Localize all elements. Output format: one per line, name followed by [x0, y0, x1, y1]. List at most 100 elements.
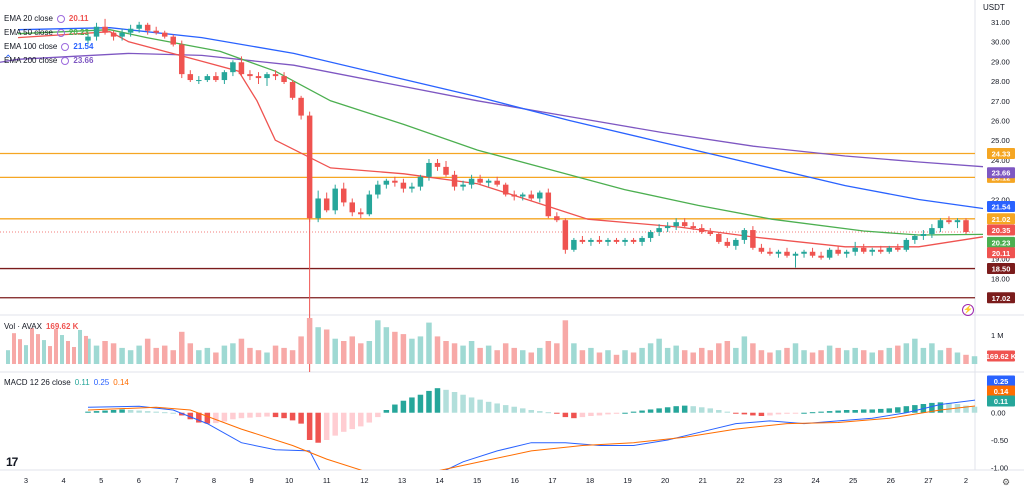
- volume-bar: [494, 350, 500, 364]
- price-tag-label: 0.11: [994, 397, 1008, 406]
- macd-hist-bar: [639, 410, 645, 413]
- price-tag: [987, 236, 1015, 248]
- legend-ema20-label: EMA 20 close: [4, 14, 53, 23]
- legend-ema200-label: EMA 200 close: [4, 56, 58, 65]
- volume-bar: [963, 354, 969, 364]
- candle-body: [613, 239, 620, 242]
- price-tag: [987, 292, 1015, 304]
- settings-icon[interactable]: [56, 14, 65, 23]
- candle-body: [681, 222, 688, 227]
- candle-body: [434, 162, 441, 167]
- y-tick-label: 27.00: [991, 97, 1010, 106]
- settings-icon[interactable]: [56, 28, 65, 37]
- volume-bar: [809, 352, 816, 364]
- candle-body: [136, 24, 142, 29]
- macd-hist-bar: [971, 406, 978, 413]
- candle-body: [920, 234, 927, 236]
- lightning-icon[interactable]: ⚡: [962, 304, 974, 316]
- volume-bar: [664, 347, 671, 364]
- volume-bar: [605, 350, 611, 364]
- legend-ema100[interactable]: EMA 100 close 21.54: [4, 42, 93, 51]
- legend-ema100-value: 21.54: [73, 42, 94, 51]
- macd-hist-bar: [903, 406, 910, 413]
- volume-bar: [247, 347, 253, 364]
- candle-body: [963, 220, 969, 233]
- candle-body: [264, 74, 270, 79]
- legend-macd[interactable]: MACD 12 26 close 0.11 0.25 0.14: [4, 378, 129, 387]
- legend-ema20[interactable]: EMA 20 close 20.11: [4, 14, 89, 23]
- price-tag: [987, 213, 1015, 225]
- candle-body: [937, 220, 944, 229]
- volume-bar: [417, 336, 424, 364]
- x-tick-label: 24: [811, 476, 819, 485]
- volume-bar: [272, 345, 279, 364]
- legend-ema200-value: 23.66: [73, 56, 94, 65]
- candle-body: [792, 253, 799, 256]
- macd-hist-bar: [204, 412, 211, 424]
- macd-tick-label: -1.00: [991, 463, 1008, 472]
- macd-hist-bar: [298, 412, 304, 424]
- x-tick-label: 26: [887, 476, 895, 485]
- price-tag-label: 20.23: [992, 238, 1011, 247]
- volume-bar: [656, 338, 662, 364]
- volume-bar: [502, 343, 509, 364]
- macd-hist-bar: [775, 412, 782, 415]
- macd-hist-bar: [818, 411, 824, 413]
- macd-hist-bar: [468, 397, 475, 413]
- volume-bar: [451, 343, 458, 364]
- volume-bar: [349, 336, 355, 364]
- candle-body: [562, 220, 569, 250]
- legend-ema50[interactable]: EMA 50 close 20.23: [4, 28, 89, 37]
- tradingview-logo[interactable]: 17: [6, 455, 18, 469]
- legend-ema200[interactable]: EMA 200 close 23.66: [4, 56, 93, 65]
- volume-bar: [886, 347, 893, 364]
- candle-body: [85, 36, 91, 41]
- candle-body: [895, 247, 901, 250]
- candle-body: [647, 232, 654, 238]
- settings-icon[interactable]: [61, 42, 70, 51]
- candle-body: [519, 194, 526, 197]
- volume-bar: [613, 354, 620, 364]
- macd-hist-bar: [647, 409, 654, 413]
- volume-bar: [954, 352, 961, 364]
- candle-body: [528, 194, 535, 199]
- volume-bar: [758, 350, 765, 364]
- legend-volume[interactable]: Vol · AVAX 169.62 K: [4, 322, 78, 331]
- price-tag-label: 20.11: [992, 249, 1010, 258]
- volume-bar: [434, 336, 441, 364]
- volume-bar: [716, 343, 722, 364]
- candle-body: [843, 251, 850, 254]
- macd-hist-bar: [289, 412, 296, 421]
- candle-body: [400, 182, 407, 189]
- candle-body: [485, 180, 492, 183]
- macd-line: [87, 399, 975, 470]
- volume-bar: [306, 318, 313, 364]
- price-tag: [987, 247, 1015, 259]
- volume-bar: [912, 338, 918, 364]
- x-tick-label: 19: [623, 476, 631, 485]
- volume-bar: [707, 350, 714, 364]
- candle-body: [247, 74, 253, 77]
- gear-icon[interactable]: ⚙: [1002, 477, 1011, 487]
- volume-bar: [264, 352, 270, 364]
- ema200-line-ext: [0, 58, 19, 63]
- price-tag: [987, 263, 1015, 275]
- x-tick-label: 10: [285, 476, 293, 485]
- x-tick-label: 9: [250, 476, 254, 485]
- macd-hist-bar: [622, 412, 628, 414]
- macd-hist-bar: [886, 408, 893, 413]
- macd-hist-bar: [213, 412, 219, 424]
- candle-body: [417, 176, 424, 187]
- macd-hist-bar: [733, 412, 739, 414]
- settings-icon[interactable]: [61, 56, 70, 65]
- macd-hist-bar: [409, 397, 415, 413]
- chevron-up-icon[interactable]: ⌃: [4, 54, 13, 65]
- macd-pane: [85, 388, 978, 470]
- volume-bar: [468, 341, 475, 364]
- macd-hist-bar: [664, 407, 671, 413]
- candle-body: [903, 239, 910, 250]
- macd-hist-bar: [315, 412, 321, 443]
- candle-body: [298, 97, 304, 116]
- candle-body: [929, 228, 935, 235]
